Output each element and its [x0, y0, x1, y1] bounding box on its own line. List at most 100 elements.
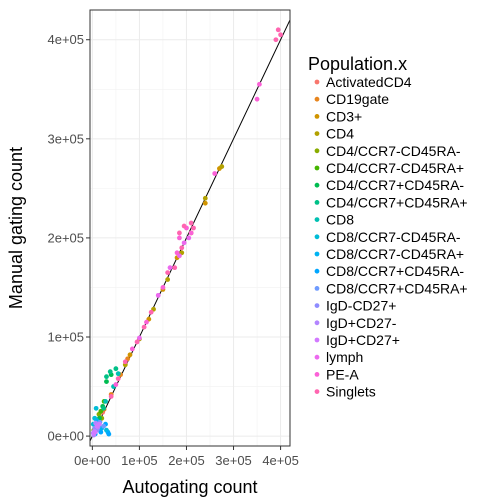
data-point	[254, 96, 260, 102]
data-point	[104, 379, 109, 384]
data-point	[188, 230, 194, 236]
data-points	[90, 27, 283, 438]
data-point	[144, 319, 149, 325]
data-point	[115, 376, 121, 382]
data-point	[172, 265, 178, 271]
legend-key	[314, 268, 320, 274]
legend-key	[314, 320, 320, 326]
legend-key	[314, 200, 320, 205]
legend-key	[314, 286, 320, 291]
y-tick-label: 3e+05	[47, 131, 84, 146]
legend-label: CD8	[326, 212, 354, 228]
data-point	[106, 431, 112, 437]
legend-label: CD8/CCR7+CD45RA+	[326, 280, 468, 296]
legend-label: CD3+	[326, 108, 362, 124]
legend-label: CD4	[326, 126, 354, 142]
legend-key	[314, 79, 320, 85]
legend-key	[314, 182, 320, 188]
data-point	[160, 285, 166, 290]
data-point	[177, 235, 182, 241]
data-point	[93, 405, 99, 411]
legend-key	[314, 148, 320, 154]
data-point	[108, 394, 114, 399]
legend-key	[314, 96, 320, 102]
data-point	[141, 324, 147, 330]
legend-label: CD4/CCR7+CD45RA-	[326, 177, 464, 193]
y-tick-label: 0e+00	[47, 429, 84, 444]
data-point	[122, 359, 128, 365]
data-point	[165, 277, 171, 282]
legend-label: CD4/CCR7-CD45RA-	[326, 143, 461, 159]
x-tick-label: 2e+05	[168, 453, 205, 468]
x-tick-label: 1e+05	[121, 453, 158, 468]
data-point	[137, 335, 142, 341]
x-tick-label: 4e+05	[262, 453, 299, 468]
data-point	[212, 171, 218, 176]
data-point	[92, 429, 98, 435]
legend-key	[314, 131, 320, 137]
reference-line-group	[89, 19, 291, 442]
legend-key	[314, 114, 320, 119]
legend-key	[314, 337, 320, 343]
legend-label: IgD+CD27+	[326, 332, 400, 348]
data-point	[103, 399, 108, 404]
data-point	[181, 240, 187, 246]
y-axis: 0e+00 1e+05 2e+05 3e+05 4e+05	[47, 32, 90, 444]
legend-label: CD4/CCR7-CD45RA+	[326, 160, 464, 176]
data-point	[101, 423, 107, 429]
y-axis-title: Manual gating count	[6, 147, 26, 309]
legend-key	[314, 389, 320, 394]
y-tick-label: 2e+05	[47, 230, 84, 245]
data-point	[155, 292, 161, 298]
panel-border	[89, 9, 291, 447]
data-point	[134, 339, 140, 345]
data-point	[104, 374, 109, 380]
data-point	[167, 265, 173, 271]
data-point	[273, 37, 279, 43]
data-point	[181, 223, 187, 229]
data-point	[113, 366, 119, 372]
legend-label: CD8/CCR7+CD45RA-	[326, 263, 464, 279]
legend-label: PE-A	[326, 366, 359, 382]
data-point	[202, 200, 208, 206]
data-point	[278, 32, 283, 38]
y-tick-label: 4e+05	[47, 32, 84, 47]
data-point	[148, 309, 154, 315]
data-point	[177, 230, 182, 236]
data-point	[115, 371, 121, 377]
data-point	[257, 81, 262, 87]
legend-key	[314, 354, 320, 360]
x-tick-label: 0e+00	[74, 453, 111, 468]
legend-label: CD8/CCR7-CD45RA+	[326, 246, 464, 262]
data-point	[165, 270, 171, 275]
data-point	[129, 346, 135, 352]
legend-label: lymph	[326, 349, 363, 365]
data-point	[275, 27, 281, 33]
legend-key	[314, 234, 320, 240]
legend-key	[314, 165, 320, 171]
data-point	[107, 369, 113, 375]
data-point	[127, 352, 133, 358]
data-point	[188, 220, 194, 226]
data-point	[186, 235, 192, 241]
x-tick-label: 3e+05	[215, 453, 252, 468]
legend-label: CD19gate	[326, 91, 389, 107]
legend-key	[314, 303, 320, 308]
legend-key	[314, 217, 320, 223]
legend-key	[314, 372, 320, 377]
legend-title: Population.x	[308, 54, 407, 74]
x-axis-title: Autogating count	[122, 477, 257, 497]
data-point	[219, 164, 225, 169]
data-point	[202, 195, 208, 201]
data-point	[191, 225, 196, 231]
legend-key	[314, 251, 320, 257]
legend-label: ActivatedCD4	[326, 74, 412, 90]
legend-label: IgD-CD27+	[326, 298, 396, 314]
data-point	[179, 245, 185, 251]
legend-label: Singlets	[326, 384, 376, 400]
legend-label: CD8/CCR7-CD45RA-	[326, 229, 461, 245]
data-point	[97, 421, 102, 427]
